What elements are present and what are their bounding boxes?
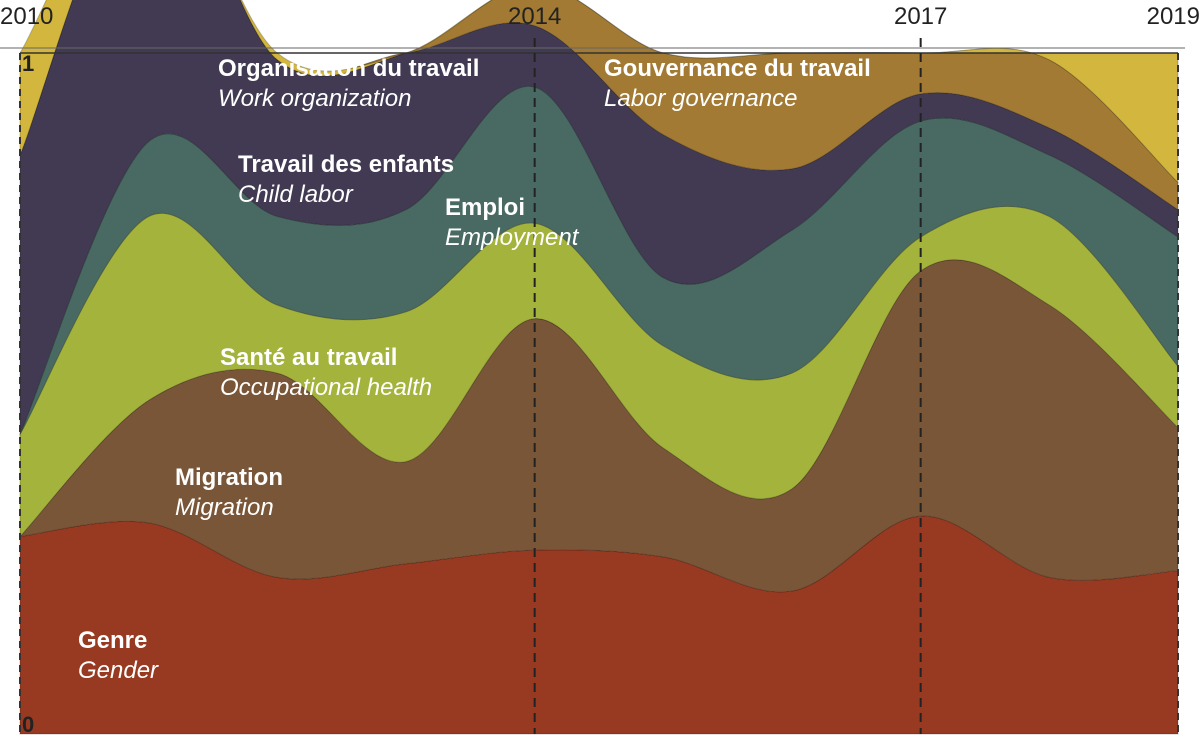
- series-name-en: Migration: [175, 494, 274, 521]
- y-tick-label: 0: [22, 712, 34, 737]
- area-layer: [19, 0, 1179, 735]
- series-name-fr: Santé au travail: [220, 344, 397, 371]
- series-name-fr: Genre: [78, 627, 147, 654]
- reference-lines: [533, 38, 922, 734]
- series-label-employment: Emploi Employment: [445, 194, 580, 251]
- series-name-fr: Travail des enfants: [238, 151, 454, 178]
- axis-ticks: 2010 2014 2017 2019 0 1: [0, 3, 1200, 737]
- x-tick-label: 2019: [1147, 3, 1200, 30]
- series-name-en: Work organization: [218, 85, 411, 112]
- series-label-child-labor: Travail des enfants Child labor: [238, 151, 454, 208]
- series-name-en: Gender: [78, 657, 159, 684]
- series-label-occupational-health: Santé au travail Occupational health: [220, 344, 432, 401]
- x-tick-label: 2017: [894, 3, 947, 30]
- series-name-en: Child labor: [238, 181, 354, 208]
- series-name-fr: Emploi: [445, 194, 525, 221]
- series-labels: Genre Gender Migration Migration Santé au tr…: [78, 55, 871, 684]
- plot-frame: [0, 47, 1185, 734]
- x-tick-label: 2014: [508, 3, 561, 30]
- series-label-migration: Migration Migration: [175, 464, 283, 521]
- x-tick-label: 2010: [0, 3, 53, 30]
- series-name-fr: Organisation du travail: [218, 55, 479, 82]
- series-name-en: Occupational health: [220, 374, 432, 401]
- series-label-work-organization: Organisation du travail Work organization: [218, 55, 479, 112]
- area-work-organization: [19, 0, 1179, 184]
- series-name-en: Employment: [445, 224, 580, 251]
- series-label-gender: Genre Gender: [78, 627, 159, 684]
- series-name-fr: Gouvernance du travail: [604, 55, 871, 82]
- series-label-labor-governance: Gouvernance du travail Labor governance: [604, 55, 871, 112]
- y-tick-label: 1: [22, 51, 34, 76]
- series-name-fr: Migration: [175, 464, 283, 491]
- series-name-en: Labor governance: [604, 85, 797, 112]
